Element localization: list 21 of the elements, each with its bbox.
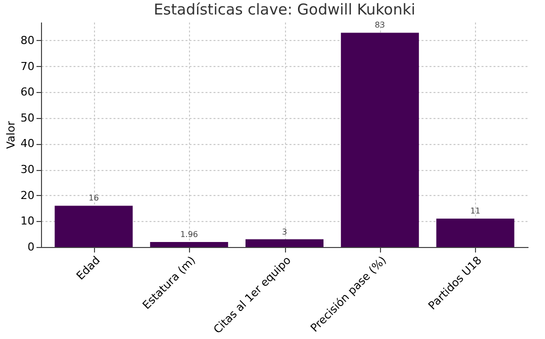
y-tick-label: 40	[20, 137, 34, 150]
bar	[54, 206, 133, 247]
data-label: 1.96	[180, 230, 198, 239]
y-tick-label: 0	[28, 240, 34, 254]
y-tick-label: 80	[20, 34, 34, 47]
data-label: 83	[374, 20, 385, 30]
data-label: 16	[88, 194, 99, 203]
y-tick-label: 10	[20, 214, 34, 228]
bar	[246, 239, 324, 247]
y-tick-label: 50	[20, 111, 34, 124]
bar	[340, 32, 419, 247]
chart-title: Estadísticas clave: Godwill Kukonki	[154, 0, 416, 19]
y-tick-label: 60	[20, 86, 34, 99]
bar	[436, 218, 514, 247]
y-tick-label: 70	[20, 60, 34, 73]
y-tick-label: 30	[20, 163, 34, 176]
data-label: 11	[470, 206, 480, 216]
bar	[150, 242, 228, 247]
y-tick-label: 20	[20, 188, 34, 202]
y-axis-title: Valor	[4, 120, 18, 149]
data-label: 3	[282, 227, 288, 236]
